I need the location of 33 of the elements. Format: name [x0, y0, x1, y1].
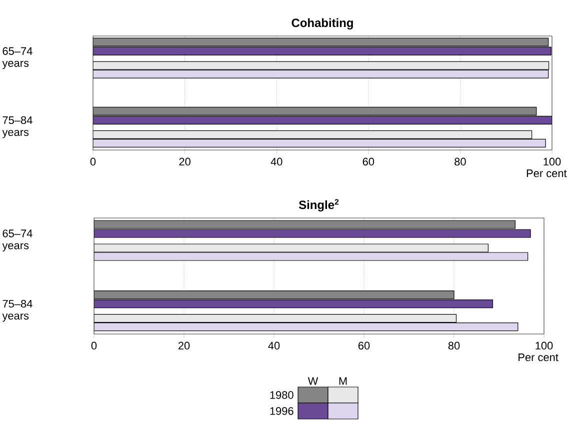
- text: 1996: [270, 407, 294, 415]
- bar: [93, 61, 550, 70]
- x-tick-label: 40: [270, 158, 282, 166]
- x-tick-label: 100: [544, 158, 561, 166]
- bar: [93, 46, 552, 56]
- chart-title: Single$^{2}$: [298, 199, 339, 212]
- text: M: [339, 377, 347, 385]
- x-tick-label: 60: [358, 342, 370, 350]
- bar: [94, 322, 518, 332]
- bar: [93, 130, 532, 139]
- x-tick-label: 60: [362, 158, 374, 166]
- text: W: [308, 377, 318, 385]
- x-tick-label: 0: [91, 342, 97, 350]
- x-axis-title: Per cent: [526, 170, 567, 178]
- chart-title: Cohabiting: [292, 18, 353, 30]
- bar: [94, 300, 494, 308]
- bar: [94, 314, 457, 323]
- y-tick-label: 65–74 years: [2, 47, 32, 70]
- x-tick-label: 20: [179, 158, 190, 166]
- x-tick-label: 40: [268, 342, 280, 350]
- x-tick-label: 100: [536, 342, 553, 350]
- x-tick-label: 0: [90, 158, 96, 166]
- y-tick-label: 75–84 years: [2, 116, 32, 138]
- bar: [93, 138, 546, 148]
- y-tick-label: 75–84 years: [2, 300, 32, 322]
- x-tick-label: 80: [448, 342, 460, 350]
- bar: [93, 116, 552, 124]
- x-tick-label: 20: [178, 342, 190, 350]
- x-axis-title: Per cent: [518, 354, 558, 362]
- bar: [93, 70, 549, 78]
- x-tick-label: 80: [454, 158, 466, 166]
- y-tick-label: 65–74 years: [2, 230, 32, 252]
- text: 1980: [270, 391, 294, 399]
